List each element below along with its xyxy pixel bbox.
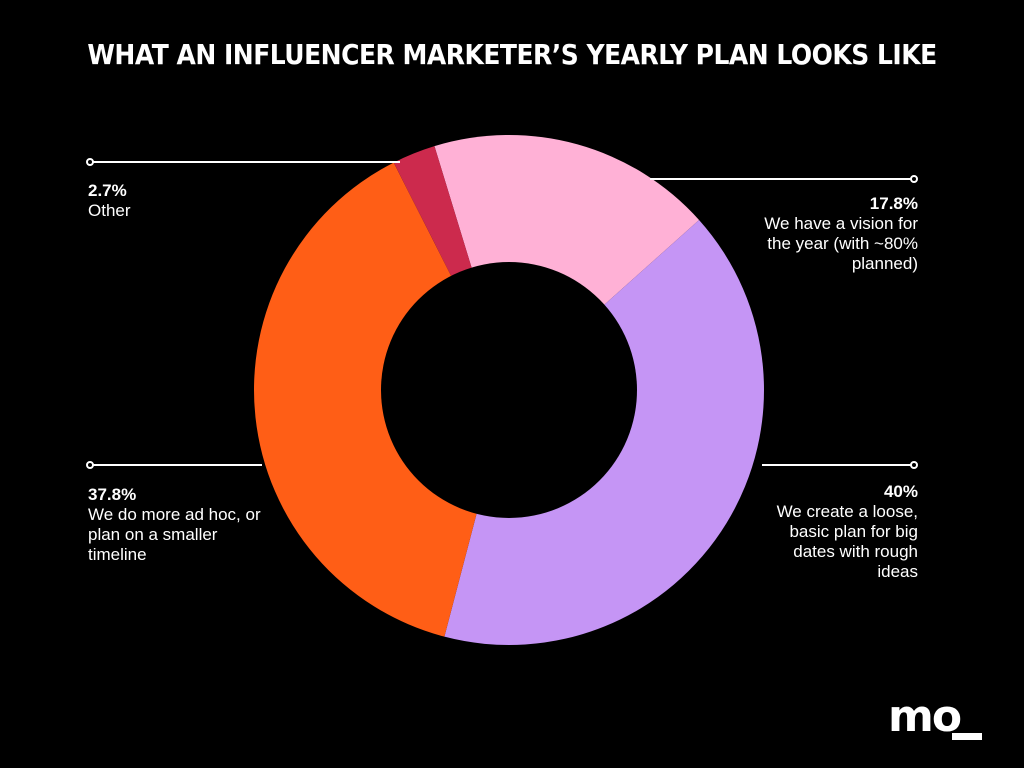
slice-pct-vision: 17.8% — [869, 194, 918, 213]
leader-dot-adhoc — [86, 461, 94, 469]
slice-desc-loose: We create a loose, basic plan for big da… — [776, 502, 918, 581]
slice-pct-loose: 40% — [883, 482, 918, 501]
slice-desc-adhoc: We do more ad hoc, or plan on a smaller … — [88, 505, 261, 564]
brand-logo-text: mo — [888, 697, 961, 741]
leader-dot-other — [86, 158, 94, 166]
slice-label-adhoc: 37.8% We do more ad hoc, or plan on a sm… — [88, 485, 278, 565]
chart-title: WHAT AN INFLUENCER MARKETER’S YEARLY PLA… — [87, 38, 937, 71]
slice-label-loose: 40% We create a loose, basic plan for bi… — [718, 482, 918, 582]
leader-dot-loose — [910, 461, 918, 469]
slice-desc-other: Other — [88, 201, 131, 220]
leader-lines — [86, 158, 918, 469]
leader-dot-vision — [910, 175, 918, 183]
slice-pct-adhoc: 37.8% — [88, 485, 137, 504]
brand-logo: mo — [888, 697, 982, 741]
slice-label-other: 2.7% Other — [88, 181, 288, 221]
slice-label-vision: 17.8% We have a vision for the year (wit… — [718, 194, 918, 274]
slice-desc-vision: We have a vision for the year (with ~80%… — [764, 214, 918, 273]
donut-hole — [381, 262, 637, 518]
slice-pct-other: 2.7% — [88, 181, 127, 200]
